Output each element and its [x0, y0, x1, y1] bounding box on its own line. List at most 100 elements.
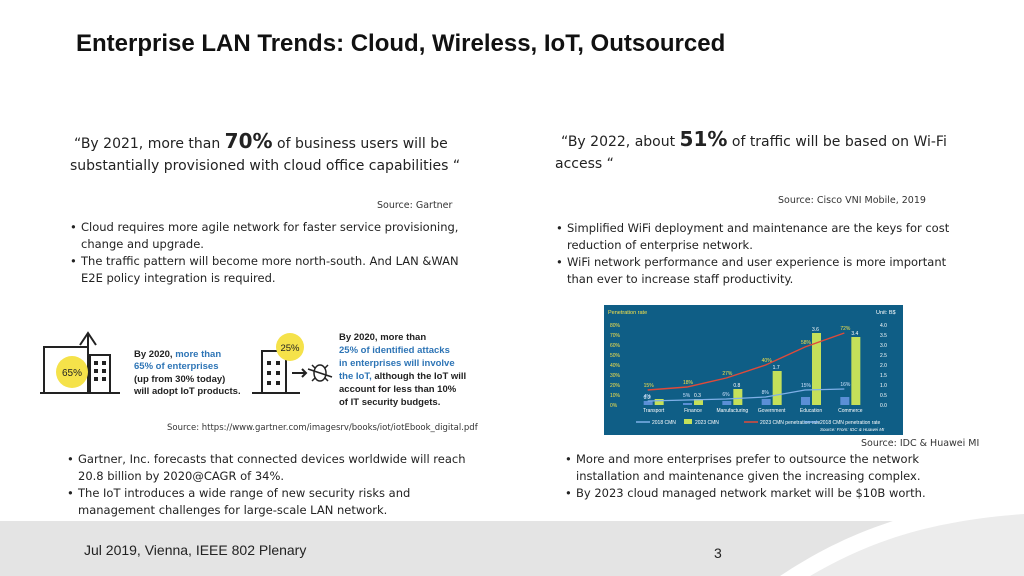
right-tick-label: 3.5 [880, 333, 887, 339]
bar-2018-cmn [643, 401, 653, 405]
wifi-quote-line2: access “ [555, 156, 614, 172]
bar-2023-label: 1.7 [773, 365, 780, 371]
bar-2018-cmn [840, 397, 850, 405]
legend-2018-label: 2018 CMN [652, 420, 676, 426]
legend-2023-swatch [684, 419, 692, 424]
cloud-quote-percent: 70% [224, 129, 273, 153]
security-building-icon [252, 350, 300, 394]
right-axis-label: Unit: B$ [876, 310, 896, 316]
iot-adoption-text-2: 65% of enterprises [134, 361, 218, 372]
iot-bullet-2: The IoT introduces a wide range of new s… [67, 485, 467, 519]
iot-adoption-text-4: will adopt IoT products. [133, 386, 241, 397]
outsourcing-bullet-2: By 2023 cloud managed network market wil… [565, 485, 955, 502]
left-tick-label: 10% [610, 393, 621, 399]
penetration-2018-label: 6% [722, 392, 730, 398]
penetration-2018-label: 16% [840, 382, 851, 388]
security-building-window-icons [267, 361, 280, 385]
wifi-quote-pre: “By 2022, about [561, 134, 680, 150]
penetration-2023-label: 15% [644, 383, 655, 389]
iot-bullet-1: Gartner, Inc. forecasts that connected d… [67, 451, 467, 485]
cloud-quote-line2: substantially provisioned with cloud off… [70, 158, 461, 174]
iot-bullet-list: Gartner, Inc. forecasts that connected d… [67, 451, 467, 519]
legend-2023-rate-label: 2023 CMN penetration rate [760, 420, 821, 426]
cloud-bullet-2: The traffic pattern will become more nor… [70, 253, 470, 287]
cmn-chart: Penetration rate Unit: B$ 80% 70% 60% 50% 40% 3… [604, 305, 903, 435]
bar-2023-cmn [851, 337, 861, 405]
left-axis-label: Penetration rate [608, 310, 647, 316]
left-tick-label: 30% [610, 373, 621, 379]
line-2023-penetration [647, 332, 845, 391]
building-window-icons [94, 361, 106, 381]
cloud-source: Source: Gartner [377, 200, 453, 211]
iot-adoption-badge [56, 356, 88, 388]
footer-wave-decoration [780, 496, 1024, 576]
cloud-quote-pre: “By 2021, more than [74, 136, 225, 152]
bar-2023-label: 0.8 [733, 383, 740, 389]
building-arrow-icon [40, 331, 120, 394]
slide-title: Enterprise LAN Trends: Cloud, Wireless, … [76, 30, 726, 57]
bar-2023-cmn [772, 371, 782, 405]
bar-2018-cmn [722, 401, 732, 405]
penetration-2023-label: 58% [801, 340, 812, 346]
outsourcing-bullet-list: More and more enterprises prefer to outs… [565, 451, 955, 502]
iot-attack-text-6: of IT security budgets. [339, 397, 440, 408]
iot-source: Source: https://www.gartner.com/imagesrv… [167, 423, 478, 433]
wifi-bullet-1: Simplified WiFi deployment and maintenan… [556, 220, 956, 254]
cloud-bullet-list: Cloud requires more agile network for fa… [70, 219, 470, 287]
wifi-source: Source: Cisco VNI Mobile, 2019 [778, 195, 926, 206]
line-2018-penetration [647, 388, 845, 402]
chart-source-note: Source: From: IDC & Huawei MI [820, 427, 885, 432]
right-tick-label: 0.0 [880, 403, 887, 409]
arrow-right-icon [292, 368, 308, 378]
bar-2018-cmn [761, 399, 771, 405]
bar-2023-label: 0.3 [694, 393, 701, 399]
iot-adoption-text-1: By 2020, more than [134, 349, 221, 360]
penetration-2018-label: 4% [644, 394, 652, 400]
penetration-2023-label: 18% [683, 380, 694, 386]
left-tick-label: 80% [610, 323, 621, 329]
category-label: Manufacturing [716, 408, 748, 414]
left-tick-label: 40% [610, 363, 621, 369]
bar-2018-cmn [683, 403, 692, 405]
left-tick-label: 50% [610, 353, 621, 359]
footer-text: Jul 2019, Vienna, IEEE 802 Plenary [84, 542, 307, 558]
wifi-quote-percent: 51% [679, 127, 728, 151]
penetration-2018-label: 5% [683, 393, 691, 399]
penetration-2023-label: 40% [762, 358, 773, 364]
left-tick-label: 60% [610, 343, 621, 349]
right-tick-label: 1.5 [880, 373, 887, 379]
wifi-quote-mid: of traffic will be based on Wi-Fi [727, 134, 947, 150]
cmn-chart-svg: Penetration rate Unit: B$ 80% 70% 60% 50% 40% 3… [608, 310, 896, 432]
category-label: Finance [684, 408, 702, 414]
legend-2023-label: 2023 CMN [695, 420, 719, 426]
penetration-2018-label: 8% [762, 390, 770, 396]
iot-attack-text-3: in enterprises will involve [339, 358, 455, 369]
category-label: Education [800, 408, 822, 414]
bar-2023-cmn [733, 389, 743, 405]
bar-2018-cmn [801, 397, 810, 405]
bar-2023-label: 3.6 [812, 327, 819, 333]
bug-icon [307, 364, 333, 382]
bar-2023-label: 3.4 [851, 331, 858, 337]
penetration-2023-label: 72% [840, 326, 851, 332]
wifi-quote: “By 2022, about 51% of traffic will be b… [555, 128, 985, 175]
wifi-bullet-list: Simplified WiFi deployment and maintenan… [556, 220, 956, 288]
bar-2023-cmn [812, 333, 821, 405]
outsourcing-source: Source: IDC & Huawei MI [861, 438, 980, 449]
category-label: Commerce [838, 408, 863, 414]
iot-attack-text-5: account for less than 10% [339, 384, 457, 395]
legend-2018-rate-label: 2018 CMN penetration rate [820, 420, 881, 426]
right-tick-label: 0.5 [880, 393, 887, 399]
cloud-quote: “By 2021, more than 70% of business user… [70, 130, 540, 177]
right-tick-label: 2.0 [880, 363, 887, 369]
wifi-bullet-2: WiFi network performance and user experi… [556, 254, 956, 288]
iot-attack-text-1: By 2020, more than [339, 332, 426, 343]
right-tick-label: 4.0 [880, 323, 887, 329]
right-tick-label: 1.0 [880, 383, 887, 389]
left-tick-label: 20% [610, 383, 621, 389]
bar-2018-label: 0.2 [644, 395, 651, 401]
left-tick-label: 0% [610, 403, 618, 409]
iot-attack-text-2: 25% of identified attacks [339, 345, 450, 356]
outsourcing-bullet-1: More and more enterprises prefer to outs… [565, 451, 955, 485]
iot-adoption-badge-label: 65% [62, 368, 82, 379]
